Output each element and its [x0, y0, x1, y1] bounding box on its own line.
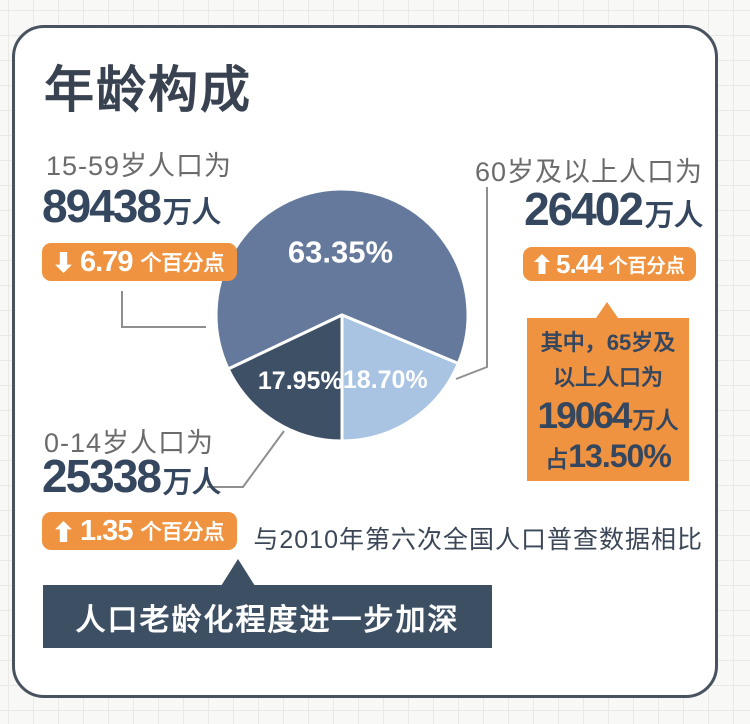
share-percent: 13.50%: [568, 437, 672, 474]
senior-65-unit: 万人: [632, 406, 679, 433]
senior-change-badge: 5.44 个百分点: [523, 247, 696, 281]
children-change-suffix: 个百分点: [140, 521, 225, 544]
detail-line1: 其中，65岁及: [540, 329, 676, 355]
increase-arrow-icon: [55, 520, 72, 542]
senior-65-detail-box: 其中，65岁及 以上人口为 19064 万人 占 13.50%: [527, 302, 689, 481]
senior-value: 26402 万人: [440, 186, 703, 234]
children-number: 25338: [42, 450, 162, 502]
pie-slice-0: [214, 187, 470, 371]
pie-label-2: 17.95%: [258, 367, 343, 395]
comparison-caption: 与2010年第六次全国人口普查数据相比: [253, 526, 703, 554]
pie-label-0: 63.35%: [288, 235, 393, 270]
senior-65-share: 占 13.50%: [527, 438, 689, 475]
pie-slice-2: [226, 313, 344, 443]
senior-65-number: 19064: [537, 394, 633, 436]
senior-unit: 万人: [644, 200, 703, 232]
children-label: 0-14岁人口为: [44, 428, 215, 458]
senior-change-value: 5.44: [556, 248, 604, 279]
working-age-number: 89438: [42, 180, 162, 232]
working-age-label: 15-59岁人口为: [46, 151, 233, 181]
children-change-badge: 1.35 个百分点: [42, 512, 238, 550]
working-age-value: 89438 万人: [42, 183, 221, 231]
working-age-unit: 万人: [162, 197, 221, 229]
children-change-value: 1.35: [80, 514, 133, 547]
children-unit: 万人: [162, 467, 221, 499]
senior-label: 60岁及以上人口为: [474, 157, 703, 187]
senior-65-value: 19064 万人: [527, 397, 689, 435]
page-title: 年龄构成: [44, 62, 252, 118]
conclusion-text: 人口老龄化程度进一步加深: [75, 603, 460, 637]
banner-pointer: [221, 559, 255, 586]
working-age-change-suffix: 个百分点: [140, 252, 225, 275]
increase-arrow-icon: [534, 254, 550, 274]
detail-line2: 以上人口为: [552, 364, 663, 390]
conclusion-banner: 人口老龄化程度进一步加深: [43, 559, 492, 648]
decrease-arrow-icon: [55, 251, 72, 273]
pie-slice-1: [340, 313, 460, 443]
share-prefix: 占: [545, 445, 569, 472]
working-age-change-badge: 6.79 个百分点: [42, 243, 238, 281]
pie-label-1: 18.70%: [343, 366, 428, 394]
pie-chart: 63.35% 18.70%17.95%: [214, 187, 470, 443]
senior-number: 26402: [524, 183, 644, 235]
senior-change-suffix: 个百分点: [608, 255, 685, 277]
children-value: 25338 万人: [42, 453, 221, 501]
working-age-change-value: 6.79: [80, 245, 133, 278]
detail-box-pointer: [596, 302, 618, 318]
